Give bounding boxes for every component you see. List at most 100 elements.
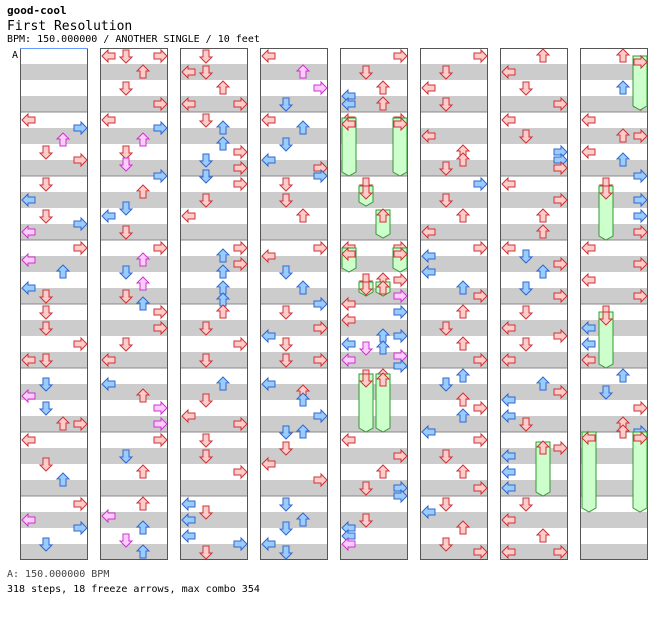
up-arrow-icon xyxy=(375,80,391,95)
beat-stripe xyxy=(180,224,248,240)
beat-stripe xyxy=(20,448,88,464)
beat-stripe xyxy=(100,416,168,432)
up-arrow-icon xyxy=(375,96,391,111)
right-arrow-icon xyxy=(553,328,568,344)
down-arrow-icon xyxy=(198,113,214,128)
up-arrow-icon xyxy=(455,408,471,423)
left-arrow-icon xyxy=(421,504,436,520)
freeze-arrow-body xyxy=(598,311,614,369)
right-arrow-icon xyxy=(153,120,168,136)
down-arrow-icon xyxy=(198,449,214,464)
beat-stripe xyxy=(20,480,88,496)
left-arrow-icon xyxy=(21,512,36,528)
beat-stripe xyxy=(20,96,88,112)
beat-stripe xyxy=(580,192,648,208)
left-arrow-icon xyxy=(341,352,356,368)
beat-stripe xyxy=(500,512,568,528)
right-arrow-icon xyxy=(153,400,168,416)
beat-stripe xyxy=(500,352,568,368)
up-arrow-icon xyxy=(375,280,391,295)
left-arrow-icon xyxy=(21,280,36,296)
beat-stripe xyxy=(100,128,168,144)
down-arrow-icon xyxy=(118,265,134,280)
beat-stripe xyxy=(580,480,648,496)
beat-stripe xyxy=(20,416,88,432)
right-arrow-icon xyxy=(393,328,408,344)
left-arrow-icon xyxy=(421,424,436,440)
left-arrow-icon xyxy=(101,508,116,524)
left-arrow-icon xyxy=(501,392,516,408)
down-arrow-icon xyxy=(278,545,294,560)
down-arrow-icon xyxy=(358,513,374,528)
beat-stripe xyxy=(500,320,568,336)
up-arrow-icon xyxy=(615,80,631,95)
down-arrow-icon xyxy=(438,537,454,552)
right-arrow-icon xyxy=(393,448,408,464)
beat-stripe xyxy=(260,416,328,432)
left-arrow-icon xyxy=(501,352,516,368)
beat-stripe xyxy=(180,64,248,80)
column-border xyxy=(500,48,568,560)
beat-stripe xyxy=(100,96,168,112)
down-arrow-icon xyxy=(358,185,374,200)
chart-column xyxy=(500,48,568,560)
down-arrow-icon xyxy=(518,249,534,264)
up-arrow-icon xyxy=(535,376,551,391)
up-arrow-icon xyxy=(135,520,151,535)
down-arrow-icon xyxy=(518,281,534,296)
down-arrow-icon xyxy=(198,153,214,168)
up-arrow-icon xyxy=(135,184,151,199)
right-arrow-icon xyxy=(233,176,248,192)
right-arrow-icon xyxy=(393,288,408,304)
right-arrow-icon xyxy=(473,432,488,448)
beat-stripe xyxy=(20,192,88,208)
down-arrow-icon xyxy=(38,401,54,416)
right-arrow-icon xyxy=(473,544,488,560)
beat-stripe xyxy=(100,160,168,176)
up-arrow-icon xyxy=(615,48,631,63)
down-arrow-icon xyxy=(38,457,54,472)
up-arrow-icon xyxy=(455,368,471,383)
beat-stripe xyxy=(580,416,648,432)
beat-stripe xyxy=(420,192,488,208)
right-arrow-icon xyxy=(233,336,248,352)
left-arrow-icon xyxy=(21,224,36,240)
right-arrow-icon xyxy=(313,80,328,96)
down-arrow-icon xyxy=(278,177,294,192)
right-arrow-icon xyxy=(553,544,568,560)
beat-stripe xyxy=(580,64,648,80)
down-arrow-icon xyxy=(118,81,134,96)
left-arrow-icon xyxy=(341,296,356,312)
beat-stripe xyxy=(500,96,568,112)
beat-stripe xyxy=(500,192,568,208)
down-arrow-icon xyxy=(198,193,214,208)
beat-stripe xyxy=(180,96,248,112)
down-arrow-icon xyxy=(198,505,214,520)
down-arrow-icon xyxy=(278,441,294,456)
left-arrow-icon xyxy=(501,544,516,560)
up-arrow-icon xyxy=(375,464,391,479)
beat-stripe xyxy=(580,224,648,240)
beat-stripe xyxy=(420,224,488,240)
beat-stripe xyxy=(260,64,328,80)
up-arrow-icon xyxy=(455,520,471,535)
bpm-marker-label: A xyxy=(12,50,18,61)
freeze-arrow-body xyxy=(358,373,374,433)
right-arrow-icon xyxy=(153,416,168,432)
right-arrow-icon xyxy=(393,246,408,262)
beat-stripe xyxy=(420,288,488,304)
right-arrow-icon xyxy=(233,416,248,432)
beat-stripe xyxy=(20,128,88,144)
left-arrow-icon xyxy=(501,448,516,464)
left-arrow-icon xyxy=(261,328,276,344)
left-arrow-icon xyxy=(21,252,36,268)
beat-stripe xyxy=(260,480,328,496)
left-arrow-icon xyxy=(181,64,196,80)
right-arrow-icon xyxy=(473,480,488,496)
beat-stripe xyxy=(340,544,408,560)
up-arrow-icon xyxy=(535,264,551,279)
left-arrow-icon xyxy=(261,48,276,64)
down-arrow-icon xyxy=(438,161,454,176)
down-arrow-icon xyxy=(278,193,294,208)
beat-stripe xyxy=(500,160,568,176)
